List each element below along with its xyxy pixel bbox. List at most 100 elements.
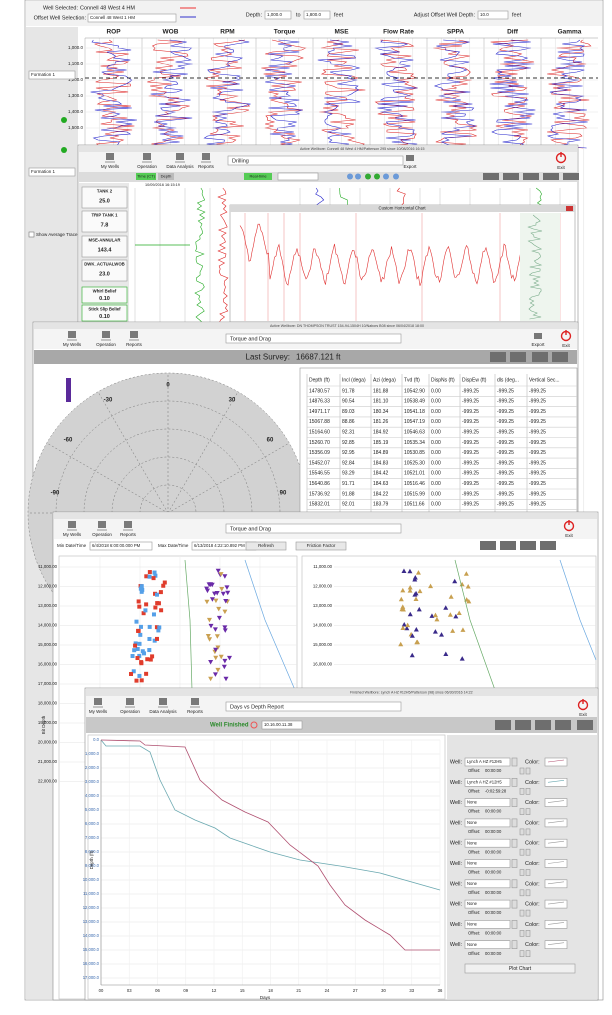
button[interactable] [245, 541, 287, 551]
dropdown[interactable] [464, 879, 511, 889]
exit-button[interactable]: Exit [579, 712, 587, 717]
dropdown[interactable] [464, 859, 511, 868]
nav-item[interactable]: Reports [120, 532, 137, 537]
tool-button[interactable] [495, 720, 511, 730]
exit-button[interactable]: Exit [562, 343, 570, 348]
spinner[interactable] [525, 930, 531, 937]
nav-item[interactable]: Reports [198, 164, 215, 169]
dropdown[interactable] [464, 920, 511, 929]
close-button[interactable] [566, 206, 573, 211]
export-button[interactable]: Export [403, 164, 417, 169]
spinner[interactable] [519, 848, 525, 856]
spinner[interactable] [525, 889, 531, 897]
tool-button[interactable] [515, 720, 531, 730]
color-swatch[interactable] [544, 899, 568, 909]
spinner[interactable] [525, 808, 531, 815]
nav-item[interactable]: Operation [92, 532, 112, 537]
spinner[interactable] [519, 808, 525, 815]
spinner[interactable] [519, 787, 525, 795]
zoom-button[interactable] [61, 117, 67, 123]
spinner[interactable] [525, 909, 531, 917]
spinner[interactable] [519, 828, 525, 836]
spinner[interactable] [525, 767, 531, 775]
tool-button[interactable] [543, 173, 559, 180]
exit-button[interactable]: Exit [557, 165, 565, 170]
date-input[interactable] [261, 720, 303, 730]
button[interactable] [464, 963, 576, 974]
dropdown-arrow[interactable] [511, 920, 518, 929]
nav-item[interactable]: My Wells [89, 709, 108, 714]
tool-icon[interactable] [347, 173, 353, 180]
tool-icon[interactable] [355, 173, 361, 180]
tool-button[interactable] [480, 541, 496, 550]
spinner[interactable] [519, 950, 525, 958]
spinner[interactable] [519, 909, 525, 917]
dropdown[interactable] [464, 798, 511, 807]
tool-icon[interactable] [365, 173, 371, 180]
color-swatch[interactable] [544, 940, 568, 950]
tool-icon[interactable] [393, 173, 399, 180]
dropdown-arrow[interactable] [511, 757, 518, 767]
tool-button[interactable] [540, 541, 556, 550]
spinner[interactable] [519, 889, 525, 897]
plot-chart-button[interactable]: Plot Chart [509, 966, 532, 972]
tool-button[interactable] [563, 173, 579, 180]
realtime-button[interactable] [244, 173, 272, 180]
nav-item[interactable]: Reports [187, 709, 204, 714]
tool-button[interactable] [520, 541, 536, 550]
nav-item[interactable]: My Wells [63, 532, 82, 537]
tool-button[interactable] [535, 720, 551, 730]
exit-button[interactable]: Exit [565, 533, 573, 538]
color-swatch[interactable] [544, 838, 568, 848]
input[interactable] [303, 10, 331, 20]
button[interactable] [295, 541, 347, 551]
dropdown[interactable] [87, 13, 177, 23]
nav-item[interactable]: Operation [137, 164, 157, 169]
tool-button[interactable] [532, 352, 548, 362]
dropdown[interactable] [464, 777, 511, 787]
dropdown[interactable] [464, 940, 511, 950]
color-swatch[interactable] [544, 859, 568, 868]
tool-button[interactable] [577, 720, 593, 730]
spinner[interactable] [525, 787, 531, 795]
toggle-button[interactable] [158, 173, 174, 180]
nav-item[interactable]: Data Analysis [149, 709, 177, 714]
dropdown-arrow[interactable] [511, 838, 518, 848]
color-swatch[interactable] [544, 777, 568, 787]
nav-item[interactable]: My Wells [101, 164, 120, 169]
color-swatch[interactable] [544, 798, 568, 807]
spinner[interactable] [525, 869, 531, 876]
nav-item[interactable]: Operation [96, 342, 116, 347]
dropdown-arrow[interactable] [511, 818, 518, 828]
dropdown-arrow[interactable] [511, 940, 518, 950]
dropdown[interactable] [464, 838, 511, 848]
spinner[interactable] [525, 950, 531, 958]
nav-item[interactable]: Reports [126, 342, 143, 347]
refresh-button[interactable]: Refresh [258, 543, 274, 548]
date-input[interactable] [277, 172, 319, 181]
tool-button[interactable] [500, 541, 516, 550]
tool-button[interactable] [552, 352, 568, 362]
tool-icon[interactable] [383, 173, 389, 180]
dropdown[interactable] [464, 818, 511, 828]
color-swatch[interactable] [544, 818, 568, 828]
spinner[interactable] [525, 828, 531, 836]
date-input[interactable] [89, 541, 153, 551]
input[interactable] [477, 10, 509, 20]
tool-button[interactable] [523, 173, 539, 180]
export-button[interactable]: Export [531, 342, 545, 347]
nav-item[interactable]: Data Analysis [166, 164, 194, 169]
color-swatch[interactable] [544, 757, 568, 767]
spinner[interactable] [519, 767, 525, 775]
dropdown[interactable] [464, 899, 511, 909]
tool-icon[interactable] [374, 173, 380, 180]
spinner[interactable] [519, 930, 525, 937]
tool-button[interactable] [490, 352, 506, 362]
toggle-button[interactable] [136, 173, 156, 180]
friction-button[interactable]: Friction Factor [307, 543, 336, 548]
color-swatch[interactable] [544, 920, 568, 929]
dropdown-arrow[interactable] [511, 899, 518, 909]
tool-button[interactable] [555, 720, 571, 730]
zoom-button[interactable] [61, 147, 67, 153]
checkbox[interactable] [28, 231, 35, 238]
